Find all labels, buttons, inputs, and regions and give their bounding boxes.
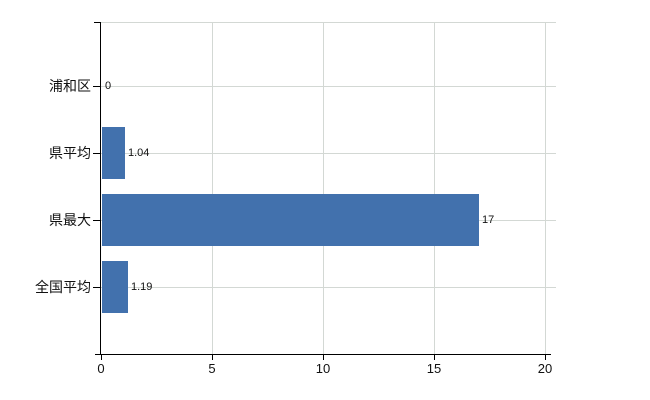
x-tick-label: 0 — [97, 360, 105, 376]
category-label: 県最大 — [49, 212, 91, 229]
x-tick — [545, 355, 546, 360]
value-label: 1.04 — [128, 146, 150, 159]
x-tick-label: 15 — [426, 360, 442, 376]
bar — [102, 194, 479, 247]
x-tick-label: 10 — [315, 360, 331, 376]
y-tick — [93, 152, 100, 154]
value-label: 1.19 — [131, 281, 153, 294]
gridline-vertical — [545, 22, 546, 354]
y-tick — [93, 85, 100, 87]
category-label: 全国平均 — [35, 279, 91, 296]
value-label: 17 — [482, 214, 495, 227]
x-tick — [323, 355, 324, 360]
y-tick — [93, 287, 100, 289]
gridline-vertical — [212, 22, 213, 354]
bar — [102, 126, 125, 179]
gridline-horizontal — [101, 152, 556, 154]
x-tick — [101, 355, 102, 360]
gridline-vertical — [434, 22, 435, 354]
value-label: 0 — [105, 79, 112, 92]
gridline-horizontal — [101, 85, 556, 87]
gridline-vertical — [323, 22, 324, 354]
bar — [102, 261, 128, 314]
x-tick-label: 20 — [537, 360, 553, 376]
y-tick — [93, 220, 100, 222]
y-axis-line — [99, 22, 101, 354]
category-label: 県平均 — [49, 144, 91, 161]
y-axis-end-tick — [94, 22, 100, 23]
x-tick — [212, 355, 213, 360]
category-label: 浦和区 — [49, 77, 91, 94]
gridline-horizontal — [101, 287, 556, 289]
plot-top-border — [101, 22, 556, 23]
x-axis-line — [95, 353, 551, 355]
x-tick-label: 5 — [208, 360, 216, 376]
x-tick — [434, 355, 435, 360]
